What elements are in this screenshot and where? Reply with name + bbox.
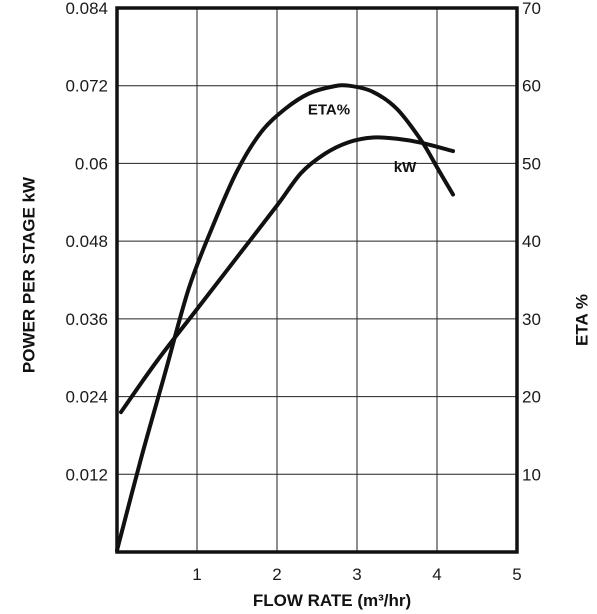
left-y-axis-title: POWER PER STAGE kW bbox=[19, 176, 38, 373]
series-line-eta bbox=[115, 83, 455, 553]
x-axis-ticks: 1 2 3 4 5 bbox=[192, 565, 521, 584]
x-tick-label-0: 1 bbox=[192, 565, 201, 584]
x-tick-label-4: 5 bbox=[512, 565, 521, 584]
series-label-kw: kW bbox=[394, 159, 417, 176]
x-tick-label-2: 3 bbox=[352, 565, 361, 584]
right-y-tick-label-0: 10 bbox=[522, 465, 541, 484]
series-label-eta: ETA% bbox=[308, 101, 350, 118]
left-y-tick-label-4: 0.06 bbox=[75, 154, 108, 173]
series-curves bbox=[115, 83, 455, 553]
x-tick-label-1: 2 bbox=[272, 565, 281, 584]
left-y-tick-label-2: 0.036 bbox=[65, 310, 108, 329]
right-y-axis-title: ETA % bbox=[572, 294, 591, 346]
x-tick-label-3: 4 bbox=[432, 565, 441, 584]
left-y-tick-label-5: 0.072 bbox=[65, 77, 108, 96]
right-y-tick-label-2: 30 bbox=[522, 310, 541, 329]
right-y-tick-label-4: 50 bbox=[522, 154, 541, 173]
grid-lines bbox=[117, 8, 517, 552]
x-axis-title: FLOW RATE (m³/hr) bbox=[253, 591, 411, 610]
right-y-tick-label-1: 20 bbox=[522, 388, 541, 407]
series-line-kw bbox=[119, 135, 455, 415]
right-y-tick-label-3: 40 bbox=[522, 232, 541, 251]
right-y-tick-label-6: 70 bbox=[522, 0, 541, 18]
left-y-tick-label-6: 0.084 bbox=[65, 0, 108, 18]
left-y-tick-label-0: 0.012 bbox=[65, 465, 108, 484]
right-y-tick-label-5: 60 bbox=[522, 77, 541, 96]
plot-frame bbox=[115, 6, 519, 554]
series-labels: kW ETA% bbox=[308, 101, 417, 175]
left-y-tick-label-1: 0.024 bbox=[65, 388, 108, 407]
left-y-axis-ticks: 0.012 0.024 0.036 0.048 0.06 0.072 0.084 bbox=[65, 0, 108, 484]
right-y-axis-ticks: 10 20 30 40 50 60 70 bbox=[522, 0, 541, 484]
left-y-tick-label-3: 0.048 bbox=[65, 232, 108, 251]
